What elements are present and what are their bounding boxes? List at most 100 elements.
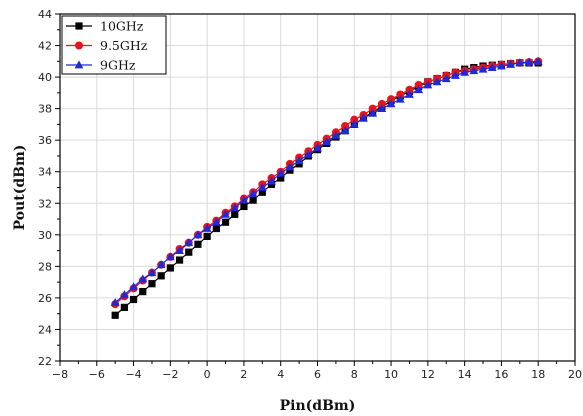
data-point (396, 90, 405, 99)
data-point (221, 209, 230, 218)
data-point (184, 238, 194, 247)
data-point (138, 274, 148, 283)
series-circle (111, 57, 543, 309)
data-point (469, 66, 479, 75)
y-tick-label: 24 (38, 323, 52, 336)
data-point (377, 99, 386, 108)
data-point (157, 272, 165, 280)
data-point (350, 115, 359, 124)
data-point (212, 224, 220, 233)
data-point (240, 202, 248, 211)
x-tick-label: 16 (494, 368, 508, 381)
series (110, 56, 543, 319)
y-tick-label: 42 (38, 40, 52, 53)
x-tick-label: 2 (240, 368, 247, 381)
legend-label: 9.5GHz (100, 38, 148, 53)
x-tick-label: −2 (162, 368, 178, 381)
x-tick-label: 20 (568, 368, 582, 381)
data-point (405, 89, 414, 98)
data-point (129, 282, 138, 291)
data-point (487, 63, 497, 72)
x-tick-label: 8 (351, 368, 358, 381)
data-point (460, 67, 470, 76)
data-point (387, 95, 396, 104)
axis-ticks: −8 −6 −4 −2 0 2 4 6 8 10 12 14 16 18 20222426283032343… (38, 8, 582, 381)
x-tick-label: 6 (314, 368, 321, 381)
data-point (368, 104, 377, 113)
y-tick-label: 30 (38, 229, 52, 242)
x-tick-label: 4 (277, 368, 284, 381)
data-point (478, 64, 488, 73)
series-line (114, 62, 539, 316)
data-point (239, 195, 249, 204)
data-point (249, 196, 257, 204)
x-tick-label: 10 (384, 368, 398, 381)
legend-label: 9GHz (100, 58, 136, 73)
series-triangle (110, 56, 543, 307)
data-point (194, 240, 202, 248)
legend-marker (74, 60, 84, 69)
data-point (285, 162, 295, 171)
data-point (185, 248, 193, 256)
data-point (506, 59, 516, 68)
data-point (349, 119, 359, 128)
data-point (423, 80, 433, 89)
legend-label: 10GHz (100, 19, 144, 34)
y-tick-label: 34 (38, 166, 52, 179)
y-tick-label: 40 (38, 71, 52, 84)
data-point (277, 174, 285, 182)
data-point (230, 203, 240, 212)
data-point (377, 104, 387, 113)
data-point (533, 56, 543, 65)
x-tick-label: 14 (458, 368, 472, 381)
data-point (322, 137, 332, 146)
data-point (414, 85, 424, 94)
data-point (166, 264, 174, 272)
legend-marker (75, 41, 83, 50)
y-tick-label: 26 (38, 292, 52, 305)
data-point (248, 189, 258, 198)
y-tick-label: 44 (38, 8, 52, 21)
y-axis-title: Pout(dBm) (12, 145, 28, 231)
data-point (211, 217, 221, 226)
data-point (257, 182, 267, 191)
data-point (267, 176, 276, 185)
data-point (524, 57, 534, 66)
data-point (156, 260, 166, 269)
y-tick-label: 32 (38, 197, 52, 210)
data-point (515, 58, 525, 67)
data-point (129, 295, 138, 304)
data-point (359, 113, 368, 122)
data-point (202, 223, 212, 232)
x-axis-title: Pin(dBm) (280, 398, 356, 414)
data-point (386, 99, 396, 108)
data-point (414, 80, 423, 89)
data-point (405, 85, 414, 94)
data-point (203, 232, 211, 240)
x-tick-label: 12 (421, 368, 435, 381)
data-point (231, 210, 239, 218)
x-tick-label: −6 (89, 368, 105, 381)
data-point (432, 77, 442, 86)
data-point (294, 156, 304, 165)
data-point (175, 245, 184, 254)
data-point (451, 70, 460, 79)
legend-marker (75, 22, 83, 30)
data-point (120, 303, 128, 311)
data-point (276, 168, 286, 177)
data-point (303, 149, 313, 158)
data-point (341, 121, 350, 130)
x-tick-label: 18 (531, 368, 545, 381)
data-point (193, 230, 203, 239)
data-point (368, 108, 378, 117)
data-point (331, 130, 341, 139)
y-tick-label: 28 (38, 260, 52, 273)
x-tick-label: −4 (125, 368, 141, 381)
data-point (441, 74, 451, 83)
x-tick-label: 0 (204, 368, 211, 381)
data-point (147, 268, 157, 277)
y-tick-label: 22 (38, 355, 52, 368)
data-point (221, 218, 230, 226)
legend: 10GHz 9.5GHz 9GHz (61, 15, 167, 75)
